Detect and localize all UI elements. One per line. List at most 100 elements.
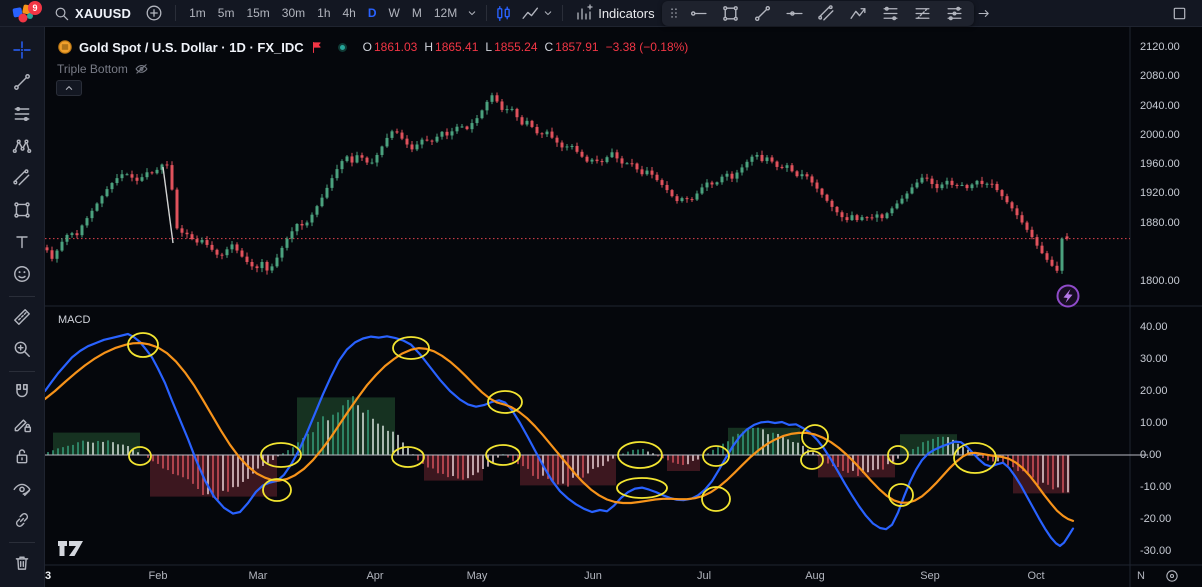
tool-eye-edit[interactable] — [7, 473, 37, 503]
price-tick: 1880.00 — [1140, 216, 1180, 229]
tradingview-logo[interactable]: 9 — [0, 0, 48, 27]
indicators-icon — [575, 4, 593, 22]
price-tick: 2080.00 — [1140, 70, 1180, 83]
ray-icon[interactable] — [684, 4, 713, 23]
tf-button-M[interactable]: M — [411, 6, 422, 20]
toolbar-divider — [562, 5, 564, 21]
flag-icon[interactable] — [310, 40, 324, 55]
tool-fib-retracement[interactable] — [7, 99, 37, 129]
drag-handle-icon[interactable] — [667, 4, 681, 22]
tool-crosshair[interactable] — [7, 35, 37, 65]
macd-tick: 30.00 — [1140, 353, 1168, 365]
symbol-search-button[interactable]: XAUUSD — [48, 2, 136, 25]
tf-button-15m[interactable]: 15m — [246, 6, 270, 20]
tool-ruler[interactable] — [7, 302, 37, 332]
indicator-legend-row[interactable]: Triple Bottom — [57, 61, 149, 76]
macd-tick: -30.00 — [1140, 545, 1172, 557]
zigzag-icon[interactable] — [844, 4, 873, 23]
tool-text[interactable] — [7, 227, 37, 257]
change-value: −3.38 (−0.18%) — [605, 40, 689, 54]
ohlc-key: C — [544, 40, 554, 54]
gold-coin-icon — [57, 39, 73, 55]
price-tick: 2000.00 — [1140, 128, 1180, 141]
ohlc-values: O 1861.03 H 1865.41 L 1855.24 C 1857.91 −3.38 (−… — [363, 40, 689, 54]
symbol-title: Gold Spot / U.S. Dollar · 1D · FX_IDC — [79, 39, 304, 55]
tf-button-5m[interactable]: 5m — [217, 6, 235, 20]
notifications-badge[interactable]: 9 — [28, 0, 42, 15]
pane-collapse-button[interactable] — [56, 80, 82, 96]
rectangle-icon[interactable] — [716, 4, 745, 23]
eye-slash-icon[interactable] — [134, 61, 149, 76]
time-tick: Jun — [584, 570, 602, 582]
parallel-channel-icon[interactable] — [812, 4, 841, 23]
macd-tick: 0.00 — [1140, 449, 1162, 461]
top-toolbar: 9 XAUUSD 1m 5m 15m 30m 1h 4h D W M 12M Indicators — [0, 0, 1202, 27]
horizontal-ray-icon[interactable] — [780, 4, 809, 23]
macd-tick: 10.00 — [1140, 417, 1168, 429]
macd-tick: -10.00 — [1140, 481, 1172, 493]
macd-tick: 20.00 — [1140, 385, 1168, 397]
tf-button-12M[interactable]: 12M — [433, 6, 458, 20]
timezone-settings-icon[interactable] — [1164, 568, 1180, 584]
market-status-dot[interactable] — [337, 42, 347, 52]
tool-parallel-channel[interactable] — [7, 163, 37, 193]
chevron-up-icon — [65, 86, 73, 90]
tf-button-30m[interactable]: 30m — [281, 6, 306, 20]
tool-xabcd-pattern[interactable] — [7, 131, 37, 161]
toolbar-divider — [9, 542, 35, 543]
ohlc-value: 1857.91 — [555, 40, 599, 54]
time-tick: Aug — [805, 570, 825, 582]
tool-draw-lock[interactable] — [7, 409, 37, 439]
tool-trash[interactable] — [7, 548, 37, 578]
indicators-button[interactable]: Indicators — [570, 1, 659, 25]
ohlc-key: H — [424, 40, 434, 54]
logo-icon — [12, 4, 33, 23]
price-tick: 1800.00 — [1140, 275, 1180, 287]
ohlc-value: 1861.03 — [373, 40, 418, 54]
tool-lock[interactable] — [7, 441, 37, 471]
tool-link[interactable] — [7, 505, 37, 535]
fib-wedge-icon[interactable] — [940, 4, 969, 23]
palette-collapse-arrow-icon[interactable] — [977, 6, 992, 21]
indicator-name: Triple Bottom — [57, 61, 128, 76]
macd-pane-label[interactable]: MACD — [58, 314, 91, 326]
tool-emoji[interactable] — [7, 259, 37, 289]
add-symbol-button[interactable] — [140, 1, 168, 25]
search-icon — [53, 5, 70, 22]
ohlc-value: 1865.41 — [435, 40, 479, 54]
trend-line-icon[interactable] — [748, 4, 777, 23]
time-tick: May — [466, 570, 488, 582]
time-tick: Jul — [696, 570, 712, 582]
tool-trend-line[interactable] — [7, 67, 37, 97]
fullscreen-square-icon[interactable] — [1171, 5, 1188, 22]
tool-zoom-in[interactable] — [7, 334, 37, 364]
fib-retracement-icon[interactable] — [876, 4, 905, 23]
tf-button-1m[interactable]: 1m — [189, 6, 206, 20]
time-tick: Oct — [1027, 570, 1045, 582]
drawing-toolbar — [0, 27, 45, 587]
price-tick: 2040.00 — [1140, 99, 1180, 112]
style-chevron-down-icon[interactable] — [541, 6, 555, 20]
fib-channel-icon[interactable] — [908, 4, 937, 23]
tf-button-4h[interactable]: 4h — [342, 6, 356, 20]
symbol-label: XAUUSD — [75, 5, 132, 21]
ohlc-key: L — [485, 40, 493, 54]
candlestick-style-icon[interactable] — [494, 4, 513, 23]
timeframe-chevron-down-icon[interactable] — [465, 6, 479, 20]
tf-button-W[interactable]: W — [388, 6, 400, 20]
toolbar-divider — [9, 371, 35, 372]
tool-magnet[interactable] — [7, 377, 37, 407]
macd-tick: 40.00 — [1140, 321, 1168, 333]
tool-rectangle[interactable] — [7, 195, 37, 225]
plus-circle-icon — [145, 4, 163, 22]
time-tick: Apr — [366, 570, 384, 582]
tf-button-1h[interactable]: 1h — [317, 6, 331, 20]
timeframe-group: 1m 5m 15m 30m 1h 4h D W M 12M — [183, 3, 463, 23]
tf-button-D[interactable]: D — [367, 6, 377, 20]
toolbar-divider — [175, 5, 177, 21]
line-style-icon[interactable] — [521, 4, 540, 23]
ohlc-key: O — [362, 40, 372, 54]
